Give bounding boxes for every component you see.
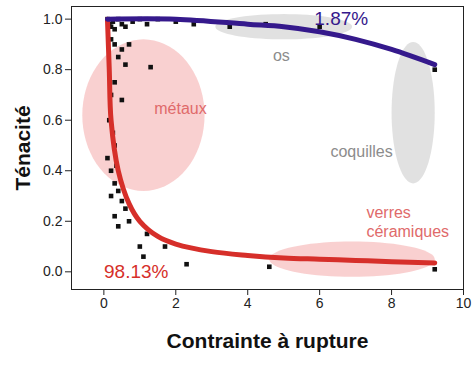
svg-text:6: 6 <box>316 295 324 311</box>
svg-text:0: 0 <box>100 295 108 311</box>
svg-text:Contrainte à rupture: Contrainte à rupture <box>167 329 369 352</box>
svg-text:coquilles: coquilles <box>330 143 392 160</box>
svg-text:10: 10 <box>456 295 472 311</box>
svg-text:2: 2 <box>172 295 180 311</box>
svg-text:98.13%: 98.13% <box>104 261 169 282</box>
svg-text:8: 8 <box>388 295 396 311</box>
svg-text:0.6: 0.6 <box>43 112 63 128</box>
svg-text:4: 4 <box>244 295 252 311</box>
svg-text:0.4: 0.4 <box>43 162 63 178</box>
svg-text:0.8: 0.8 <box>43 61 63 77</box>
svg-text:Ténacité: Ténacité <box>11 105 34 190</box>
svg-text:1.87%: 1.87% <box>314 8 368 29</box>
svg-text:0.0: 0.0 <box>43 263 63 279</box>
svg-text:os: os <box>273 47 290 64</box>
svg-text:1.0: 1.0 <box>43 11 63 27</box>
svg-text:métaux: métaux <box>154 100 206 117</box>
svg-text:0.2: 0.2 <box>43 213 63 229</box>
svg-text:verrescéramiques: verrescéramiques <box>366 204 449 240</box>
